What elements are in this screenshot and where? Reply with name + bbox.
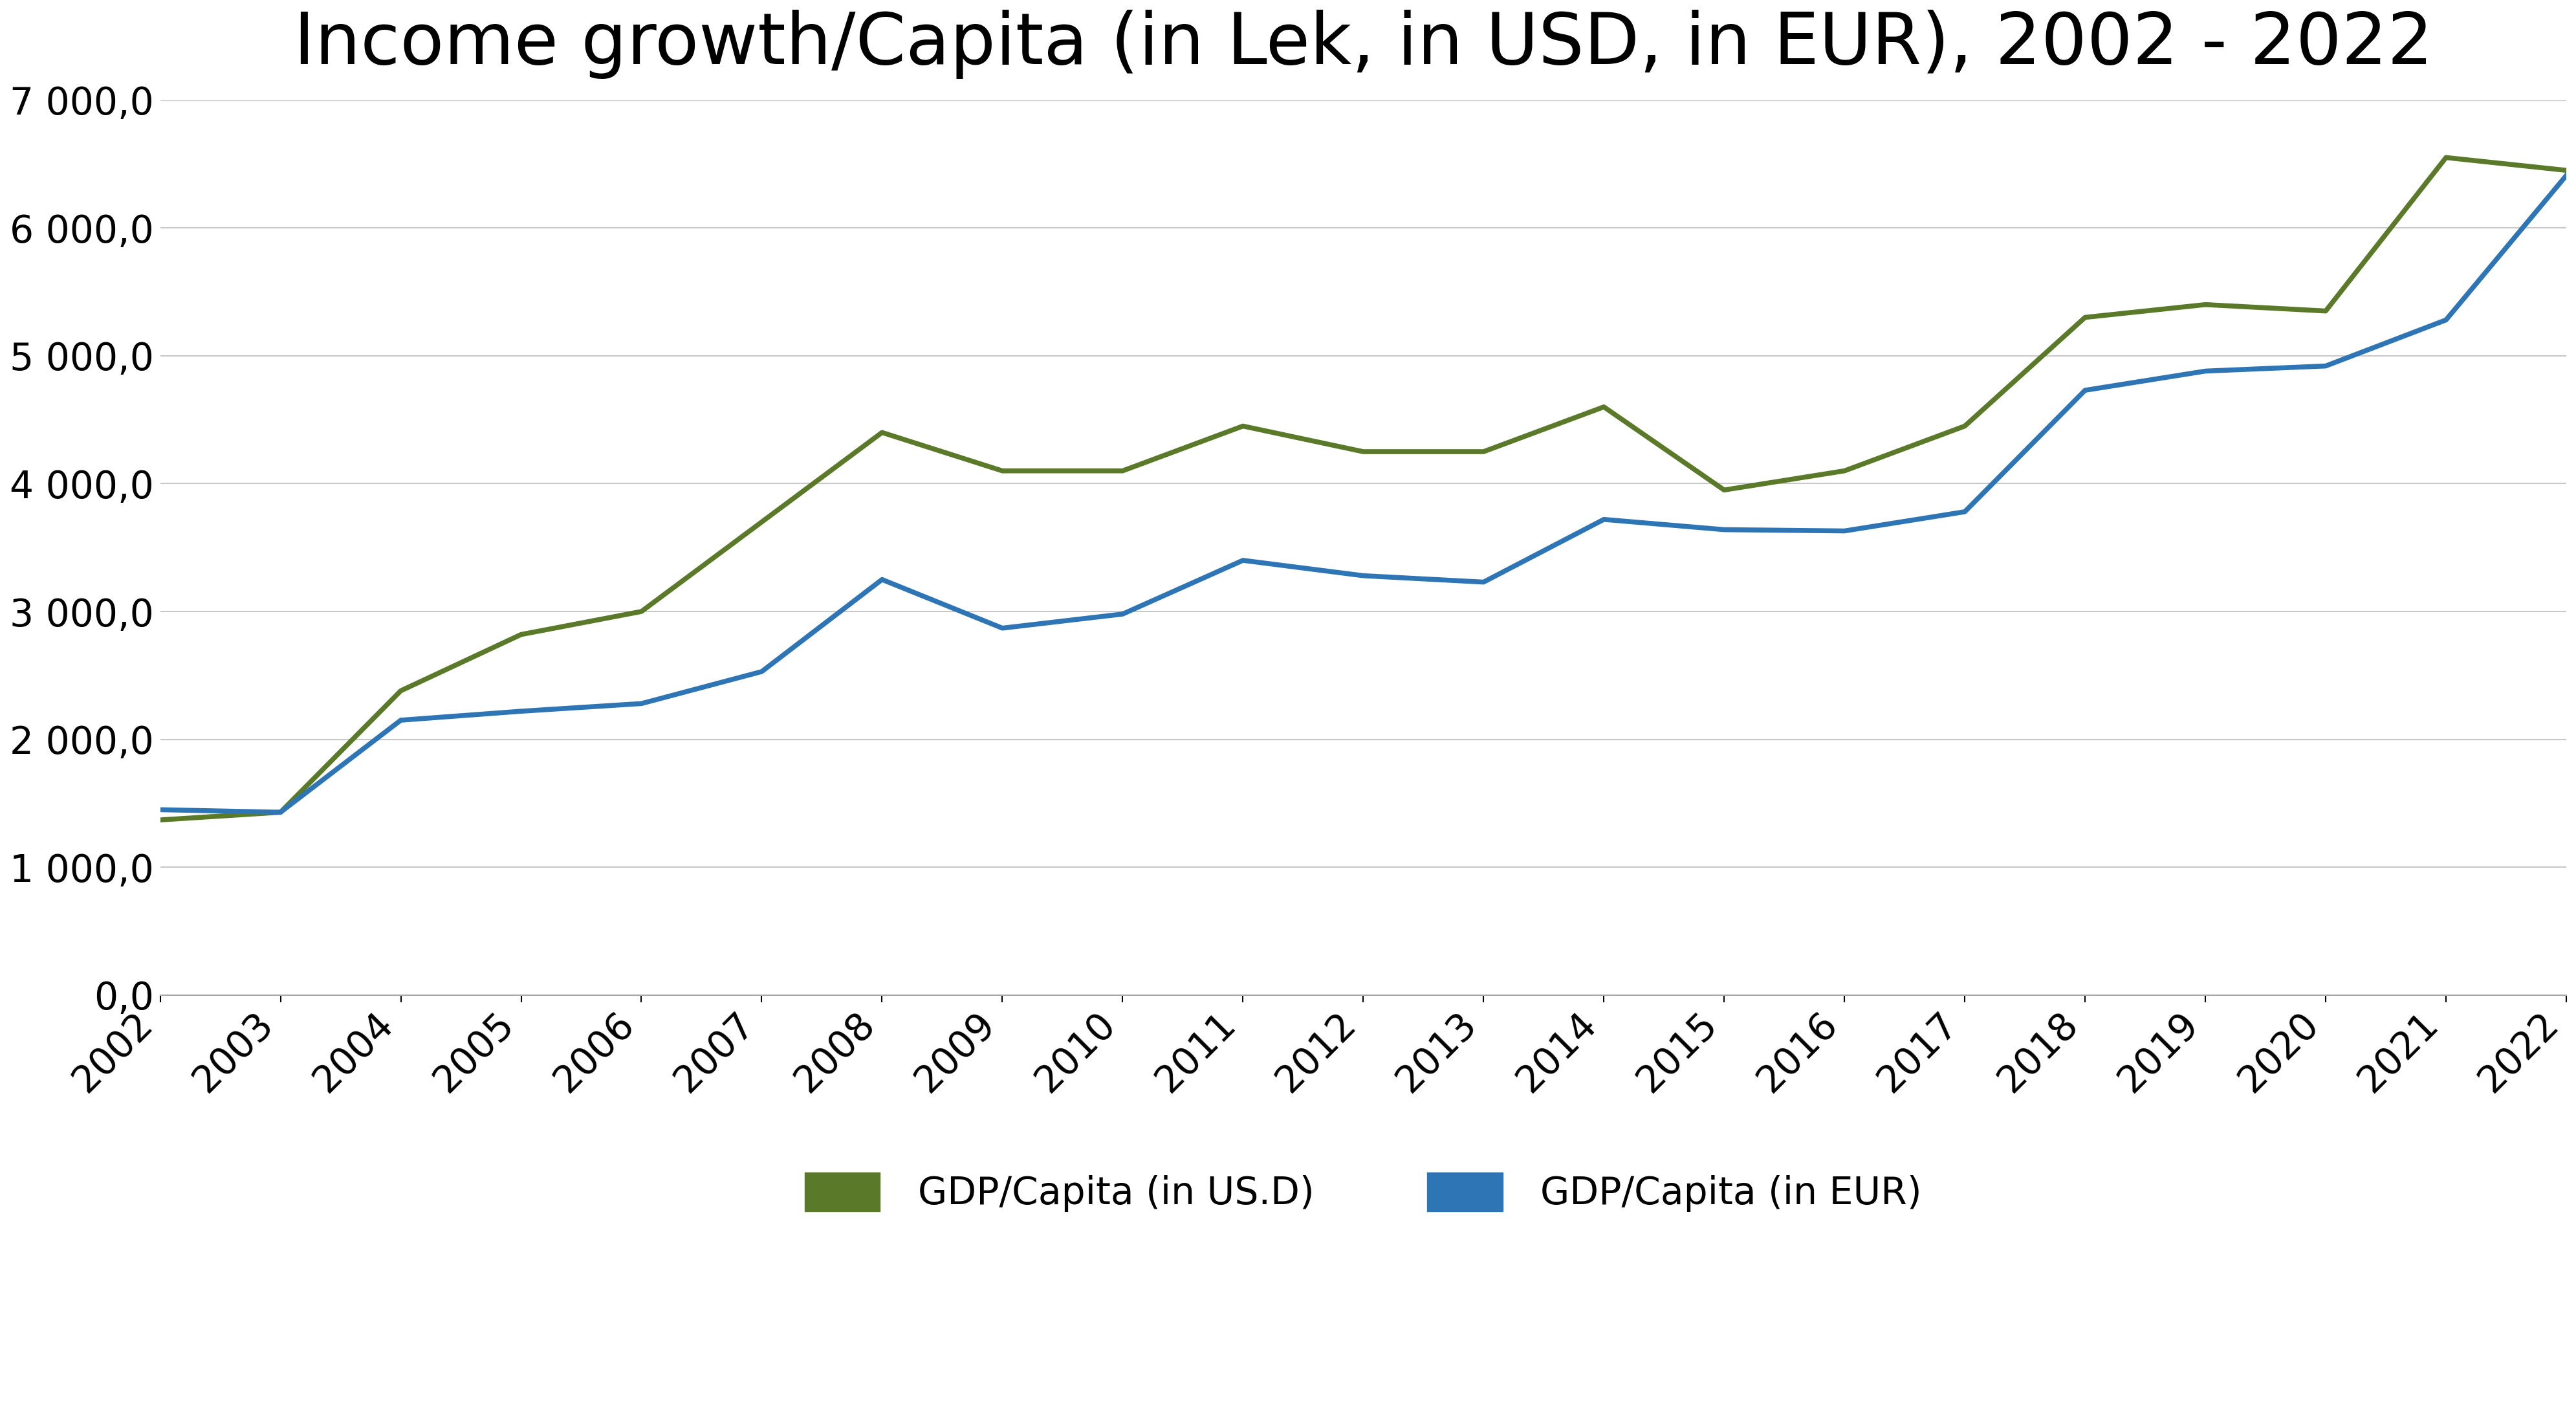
GDP/Capita (in EUR) bbox=[1708, 521, 1739, 538]
GDP/Capita (in US.D) bbox=[386, 683, 417, 700]
GDP/Capita (in EUR) bbox=[1108, 605, 1139, 622]
GDP/Capita (in US.D) bbox=[144, 811, 175, 828]
GDP/Capita (in US.D) bbox=[1108, 462, 1139, 479]
GDP/Capita (in EUR) bbox=[1468, 573, 1499, 590]
GDP/Capita (in US.D) bbox=[626, 603, 657, 620]
GDP/Capita (in EUR) bbox=[747, 663, 778, 680]
GDP/Capita (in EUR) bbox=[386, 711, 417, 728]
GDP/Capita (in EUR) bbox=[987, 620, 1018, 636]
GDP/Capita (in EUR) bbox=[2069, 382, 2099, 398]
GDP/Capita (in US.D) bbox=[265, 804, 296, 821]
GDP/Capita (in EUR) bbox=[2311, 358, 2342, 375]
GDP/Capita (in US.D) bbox=[1229, 418, 1260, 435]
Legend: GDP/Capita (in US.D), GDP/Capita (in EUR): GDP/Capita (in US.D), GDP/Capita (in EUR… bbox=[788, 1157, 1937, 1228]
GDP/Capita (in US.D) bbox=[1347, 444, 1378, 460]
GDP/Capita (in US.D) bbox=[2432, 149, 2463, 166]
GDP/Capita (in US.D) bbox=[1589, 398, 1620, 415]
GDP/Capita (in EUR) bbox=[2432, 311, 2463, 328]
GDP/Capita (in US.D) bbox=[987, 462, 1018, 479]
GDP/Capita (in EUR) bbox=[1229, 552, 1260, 569]
GDP/Capita (in EUR) bbox=[1589, 511, 1620, 528]
GDP/Capita (in US.D) bbox=[2311, 303, 2342, 320]
GDP/Capita (in EUR) bbox=[866, 572, 896, 589]
GDP/Capita (in US.D) bbox=[1708, 482, 1739, 498]
Line: GDP/Capita (in US.D): GDP/Capita (in US.D) bbox=[160, 158, 2566, 819]
GDP/Capita (in EUR) bbox=[265, 804, 296, 821]
GDP/Capita (in EUR) bbox=[505, 703, 536, 719]
Title: Income growth/Capita (in Lek, in USD, in EUR), 2002 - 2022: Income growth/Capita (in Lek, in USD, in… bbox=[294, 10, 2432, 79]
GDP/Capita (in US.D) bbox=[2190, 296, 2221, 313]
GDP/Capita (in US.D) bbox=[2550, 162, 2576, 179]
GDP/Capita (in US.D) bbox=[1950, 418, 1981, 435]
Line: GDP/Capita (in EUR): GDP/Capita (in EUR) bbox=[160, 176, 2566, 812]
GDP/Capita (in US.D) bbox=[866, 424, 896, 441]
GDP/Capita (in EUR) bbox=[2550, 168, 2576, 184]
GDP/Capita (in EUR) bbox=[144, 801, 175, 818]
GDP/Capita (in EUR) bbox=[2190, 363, 2221, 380]
GDP/Capita (in EUR) bbox=[626, 696, 657, 712]
GDP/Capita (in US.D) bbox=[1829, 462, 1860, 479]
GDP/Capita (in US.D) bbox=[505, 627, 536, 643]
GDP/Capita (in EUR) bbox=[1829, 522, 1860, 539]
GDP/Capita (in EUR) bbox=[1347, 567, 1378, 584]
GDP/Capita (in US.D) bbox=[1468, 444, 1499, 460]
GDP/Capita (in US.D) bbox=[747, 514, 778, 531]
GDP/Capita (in US.D) bbox=[2069, 308, 2099, 325]
GDP/Capita (in EUR) bbox=[1950, 503, 1981, 520]
